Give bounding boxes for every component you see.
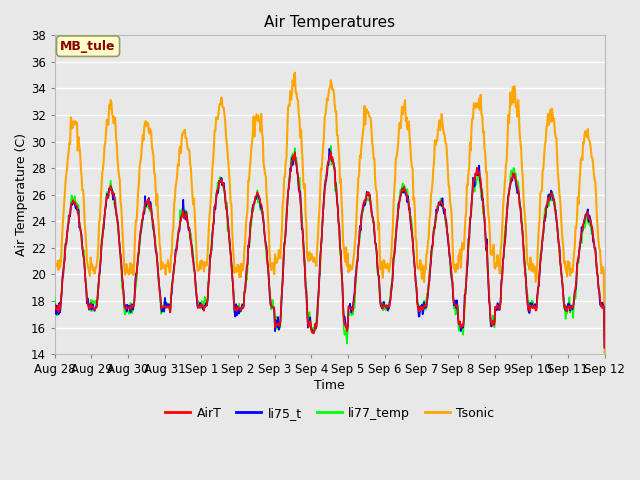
Tsonic xyxy=(291,70,299,75)
li75_t xyxy=(51,302,59,308)
li77_temp xyxy=(173,240,181,246)
li75_t xyxy=(173,243,181,249)
Tsonic xyxy=(118,204,125,210)
li75_t xyxy=(118,259,125,265)
li75_t xyxy=(601,345,609,350)
AirT xyxy=(413,300,421,306)
li77_temp xyxy=(327,143,335,149)
AirT xyxy=(61,254,68,260)
Title: Air Temperatures: Air Temperatures xyxy=(264,15,396,30)
li77_temp xyxy=(601,345,609,350)
Line: Tsonic: Tsonic xyxy=(55,72,605,354)
Line: li75_t: li75_t xyxy=(55,149,605,348)
AirT xyxy=(118,263,125,268)
AirT xyxy=(51,301,59,307)
li75_t xyxy=(61,257,68,263)
li77_temp xyxy=(397,188,405,194)
Legend: AirT, li75_t, li77_temp, Tsonic: AirT, li75_t, li77_temp, Tsonic xyxy=(160,402,499,425)
X-axis label: Time: Time xyxy=(314,379,345,392)
Tsonic xyxy=(61,192,68,198)
Tsonic xyxy=(413,262,421,268)
Tsonic xyxy=(601,351,609,357)
li75_t xyxy=(202,300,210,306)
AirT xyxy=(291,149,299,155)
Tsonic xyxy=(397,118,405,124)
Line: li77_temp: li77_temp xyxy=(55,146,605,348)
li77_temp xyxy=(413,295,421,301)
Tsonic xyxy=(202,262,210,268)
li77_temp xyxy=(118,268,125,274)
AirT xyxy=(173,240,181,246)
Text: MB_tule: MB_tule xyxy=(60,40,116,53)
AirT xyxy=(397,192,405,198)
AirT xyxy=(202,303,210,309)
li75_t xyxy=(397,192,405,197)
li75_t xyxy=(326,146,333,152)
li77_temp xyxy=(202,300,210,306)
li75_t xyxy=(413,300,421,305)
Y-axis label: Air Temperature (C): Air Temperature (C) xyxy=(15,133,28,256)
AirT xyxy=(601,345,609,350)
Line: AirT: AirT xyxy=(55,152,605,348)
Tsonic xyxy=(51,260,59,266)
li77_temp xyxy=(61,246,68,252)
li77_temp xyxy=(51,296,59,301)
Tsonic xyxy=(173,172,181,178)
